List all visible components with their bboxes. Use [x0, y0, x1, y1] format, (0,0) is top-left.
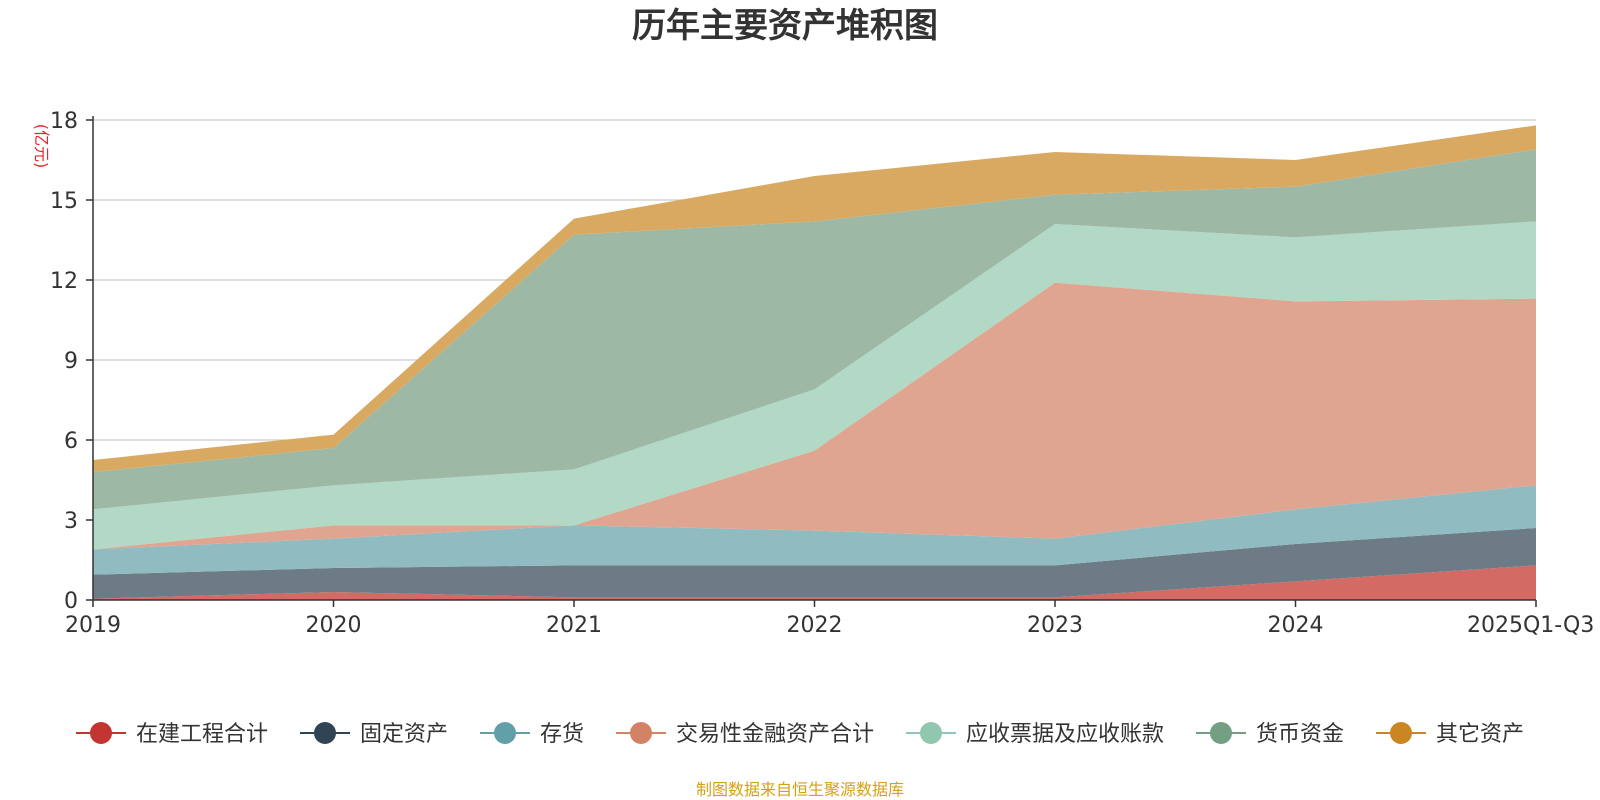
legend-label: 其它资产	[1436, 722, 1524, 747]
y-tick-label: 6	[64, 429, 78, 454]
x-tick-label: 2019	[65, 613, 121, 638]
chart-title: 历年主要资产堆积图	[632, 6, 938, 46]
legend-item[interactable]: 其它资产	[1376, 722, 1524, 747]
y-tick-label: 15	[50, 189, 78, 214]
axes: 0 3 6 9 12 15 18 2019 2020 2021 2022 2023 2024 2025Q1…	[50, 109, 1594, 638]
legend-item[interactable]: 在建工程合计	[76, 722, 268, 747]
area-应收票据及应收账款[interactable]	[93, 221, 1536, 550]
legend-item[interactable]: 存货	[480, 722, 584, 747]
legend-label: 货币资金	[1256, 722, 1344, 747]
y-tick-label: 3	[64, 509, 78, 534]
legend-marker	[314, 722, 336, 744]
area-货币资金[interactable]	[93, 149, 1536, 510]
x-tick-label: 2023	[1027, 613, 1083, 638]
legend-label: 应收票据及应收账款	[966, 722, 1164, 747]
legend-label: 固定资产	[360, 722, 448, 747]
legend-item[interactable]: 货币资金	[1196, 722, 1344, 747]
x-tick-label: 2021	[546, 613, 602, 638]
x-tick-label: 2024	[1268, 613, 1324, 638]
area-其它资产[interactable]	[93, 125, 1536, 472]
y-tick-label: 0	[64, 589, 78, 614]
legend[interactable]: 在建工程合计 固定资产 存货 交易性金融资产合计 应收票据及应收账款 货币资金 其它资产	[76, 722, 1524, 747]
legend-item[interactable]: 应收票据及应收账款	[906, 722, 1164, 747]
legend-item[interactable]: 交易性金融资产合计	[616, 722, 874, 747]
source-note: 制图数据来自恒生聚源数据库	[696, 780, 904, 799]
legend-label: 存货	[540, 722, 584, 747]
legend-marker	[1210, 722, 1232, 744]
area-交易性金融资产合计[interactable]	[93, 282, 1536, 550]
legend-marker	[90, 722, 112, 744]
area-存货[interactable]	[93, 485, 1536, 575]
legend-label: 在建工程合计	[136, 722, 268, 747]
legend-marker	[630, 722, 652, 744]
x-tick-label: 2022	[787, 613, 843, 638]
x-tick-label: 2020	[306, 613, 362, 638]
y-tick-label: 12	[50, 269, 78, 294]
x-tick-label: 2025Q1-Q3	[1467, 613, 1594, 638]
area-固定资产[interactable]	[93, 528, 1536, 599]
legend-marker	[1390, 722, 1412, 744]
y-axis-unit: (亿元)	[32, 124, 51, 169]
legend-marker	[494, 722, 516, 744]
legend-item[interactable]: 固定资产	[300, 722, 448, 747]
legend-label: 交易性金融资产合计	[676, 722, 874, 747]
y-tick-label: 9	[64, 349, 78, 374]
y-tick-label: 18	[50, 109, 78, 134]
area-在建工程合计[interactable]	[93, 565, 1536, 600]
legend-marker	[920, 722, 942, 744]
area-series	[93, 125, 1536, 600]
